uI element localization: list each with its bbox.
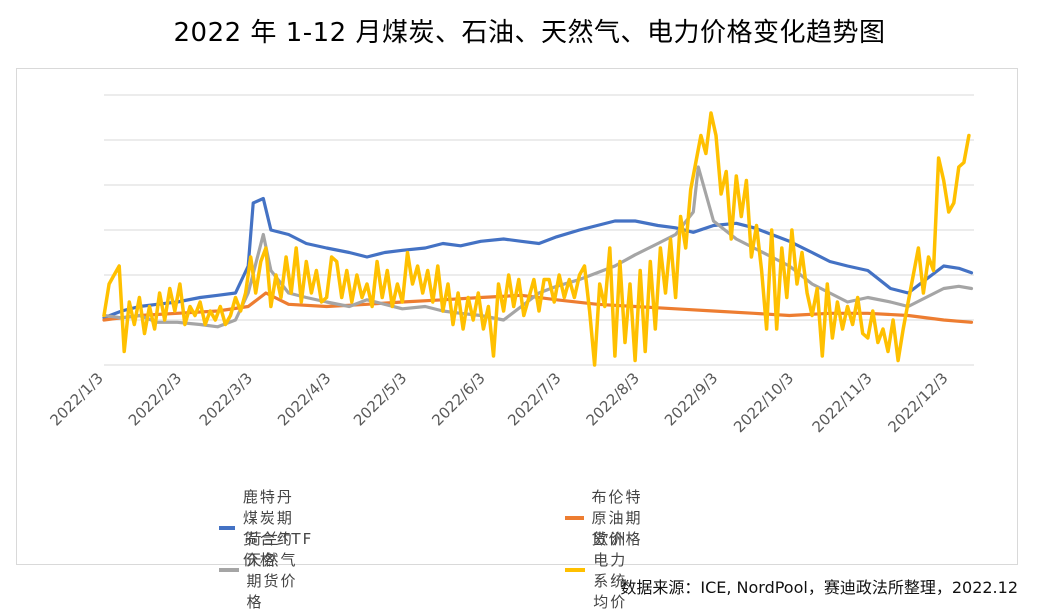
x-tick-label: 2022/6/3 xyxy=(428,369,488,429)
x-tick-label: 2022/2/3 xyxy=(125,369,185,429)
x-tick-label: 2022/3/3 xyxy=(196,369,256,429)
x-tick-label: 2022/12/3 xyxy=(884,369,951,436)
legend-label-gas: 荷兰TTF天然气期货价格 xyxy=(246,530,314,611)
legend-swatch-oil xyxy=(565,515,584,520)
legend-item-power: 欧洲电力系统均价 xyxy=(565,528,644,612)
x-tick-label: 2022/5/3 xyxy=(350,369,410,429)
legend-swatch-gas xyxy=(219,568,239,572)
legend-swatch-coal xyxy=(219,526,235,530)
legend-label-coal: 鹿特丹煤炭期货合约价格 xyxy=(242,488,294,569)
legend-swatch-power xyxy=(565,568,586,572)
legend-label-power: 欧洲电力系统均价 xyxy=(593,530,628,611)
x-tick-label: 2022/1/3 xyxy=(46,369,106,429)
series-line-4 xyxy=(102,111,971,367)
legend-item-oil: 布伦特原油期货价格 xyxy=(565,486,644,549)
chart-title: 2022 年 1-12 月煤炭、石油、天然气、电力价格变化趋势图 xyxy=(173,18,886,48)
x-tick-label: 2022/8/3 xyxy=(583,369,643,429)
source-note: 数据来源：ICE, NordPool，赛迪政法所整理，2022.12 xyxy=(620,578,1018,597)
x-tick-label: 2022/10/3 xyxy=(730,369,797,436)
line-chart: 2022/1/3 2022/2/3 2022/3/3 2022/4/3 2022/5/3… xyxy=(46,94,974,436)
legend-label-oil: 布伦特原油期货价格 xyxy=(591,488,643,548)
x-tick-label: 2022/7/3 xyxy=(504,369,564,429)
chart-frame xyxy=(16,68,1018,565)
legend-item-coal: 鹿特丹煤炭期货合约价格 xyxy=(219,486,298,570)
x-tick-label: 2022/11/3 xyxy=(809,369,876,436)
x-tick-label: 2022/9/3 xyxy=(661,369,721,429)
legend-item-gas: 荷兰TTF天然气期货价格 xyxy=(219,528,314,612)
x-tick-label: 2022/4/3 xyxy=(274,369,334,429)
